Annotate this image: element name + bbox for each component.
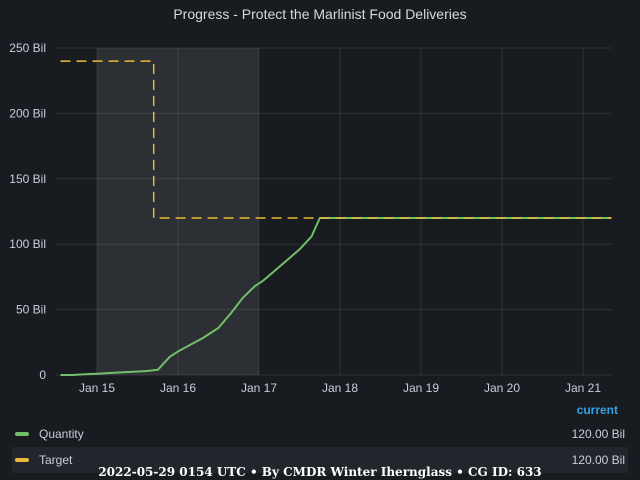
legend-swatch-quantity [15,432,29,436]
chart-grid [56,47,612,376]
y-tick-label: 100 Bil [9,237,46,251]
y-tick-label: 0 [39,368,46,382]
x-tick-label: Jan 21 [565,381,601,395]
chart-series [60,60,612,376]
chart-shaded-region [97,48,259,375]
legend-value: 120.00 Bil [571,453,625,467]
legend-item-target[interactable]: Target 120.00 Bil [12,447,628,473]
x-tick-label: Jan 18 [322,381,358,395]
legend-column-current[interactable]: current [576,403,618,417]
legend-value: 120.00 Bil [571,427,625,441]
chart-axes: 0 50 Bil 100 Bil 150 Bil 200 Bil 250 Bil Jan 1… [9,41,601,395]
y-tick-label: 50 Bil [16,303,46,317]
y-tick-label: 200 Bil [9,106,46,120]
y-tick-label: 250 Bil [9,41,46,55]
panel-title: Progress - Protect the Marlinist Food De… [173,6,467,22]
legend-swatch-target [15,458,29,462]
x-tick-label: Jan 15 [79,381,115,395]
y-tick-label: 150 Bil [9,172,46,186]
legend-name: Target [39,453,73,467]
x-tick-label: Jan 20 [484,381,520,395]
x-tick-label: Jan 17 [241,381,277,395]
x-tick-label: Jan 16 [160,381,196,395]
legend-name: Quantity [39,427,84,441]
legend-item-quantity[interactable]: Quantity 120.00 Bil [12,421,628,447]
shaded-region [97,48,259,375]
footer-credit: 2022-05-29 0154 UTC • By CMDR Winter Ihe… [98,465,542,479]
progress-chart: 0 50 Bil 100 Bil 150 Bil 200 Bil 250 Bil Jan 1… [9,41,612,395]
x-tick-label: Jan 19 [403,381,439,395]
